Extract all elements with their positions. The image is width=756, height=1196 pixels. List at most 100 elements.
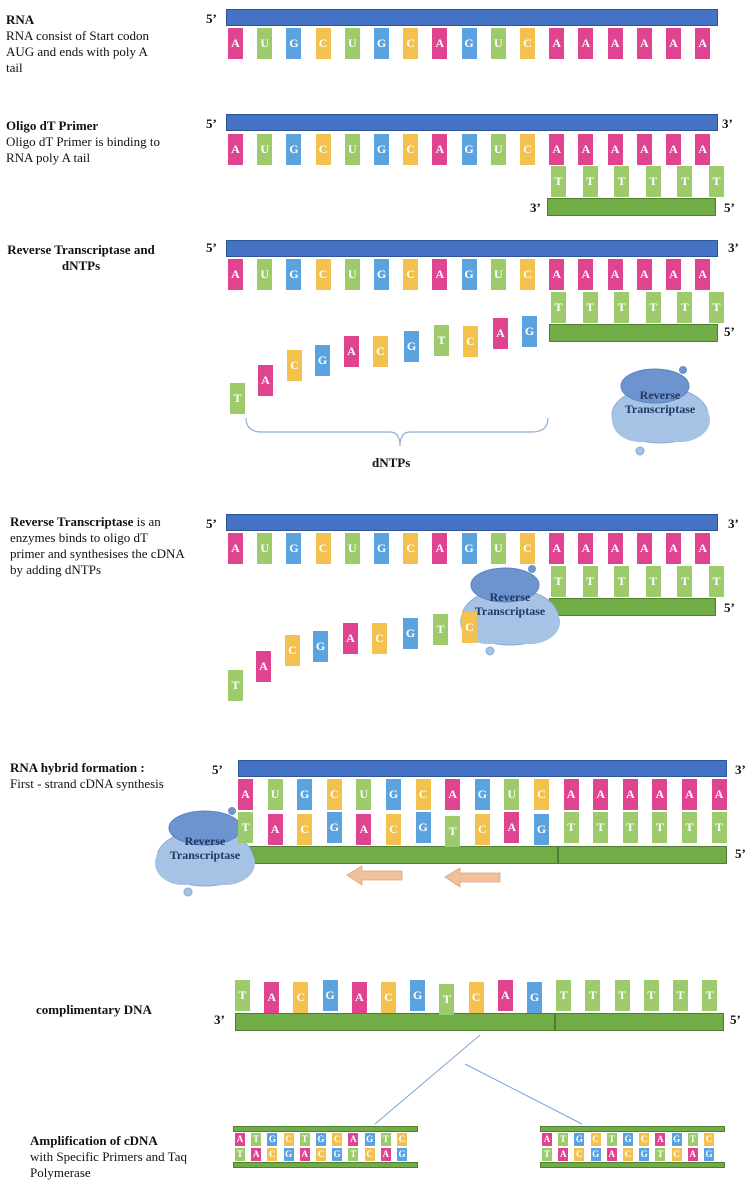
nucleotide-A: A: [235, 1133, 245, 1146]
nucleotide-T: T: [673, 980, 688, 1011]
nucleotide-T: T: [645, 292, 661, 323]
nucleotide-T: T: [709, 566, 724, 597]
nucleotide-A: A: [549, 134, 565, 165]
nucleotide-A: A: [264, 982, 280, 1013]
nucleotide-G: G: [397, 1148, 407, 1161]
nucleotide-C: C: [386, 814, 401, 845]
section-desc-amp: with Specific Primers and Taq Polymerase: [30, 1149, 187, 1180]
nucleotide-A: A: [258, 365, 273, 396]
nucleotide-T: T: [235, 1148, 245, 1161]
reverse-transcriptase-cloud: [611, 366, 710, 456]
nucleotide-A: A: [256, 651, 271, 682]
nucleotide-T: T: [677, 566, 693, 597]
nucleotide-A: A: [563, 779, 579, 810]
nucleotide-A: A: [636, 259, 652, 290]
nucleotide-A: A: [251, 1148, 262, 1161]
nucleotide-G: G: [315, 345, 330, 376]
end-label-5-rt-primer: 5’: [724, 324, 735, 339]
nucleotide-A: A: [228, 134, 243, 165]
nucleotide-A: A: [666, 28, 681, 59]
nucleotide-T: T: [582, 566, 598, 597]
amp-strand-bottom: [233, 1162, 418, 1168]
nucleotide-C: C: [332, 1133, 343, 1146]
nucleotide-T: T: [299, 1133, 310, 1146]
end-label-3-cdna: 3’: [214, 1012, 225, 1027]
nucleotide-T: T: [643, 980, 659, 1011]
nucleotide-C: C: [415, 779, 431, 810]
nucleotide-G: G: [522, 316, 537, 347]
nucleotide-U: U: [344, 533, 360, 564]
nucleotide-A: A: [578, 533, 594, 564]
enzyme-label: Reverse Transcriptase: [169, 834, 241, 862]
nucleotide-A: A: [636, 533, 652, 564]
nucleotide-G: G: [332, 1148, 343, 1161]
nucleotide-T: T: [655, 1148, 666, 1161]
nucleotide-C: C: [315, 533, 331, 564]
nucleotide-T: T: [652, 812, 668, 843]
nucleotide-C: C: [364, 1148, 375, 1161]
rna-strand: [226, 9, 718, 26]
end-label-5-oligo-rna: 5’: [206, 116, 217, 131]
nucleotide-U: U: [344, 259, 360, 290]
nucleotide-T: T: [709, 292, 724, 323]
end-label-5-rt-rna: 5’: [206, 240, 217, 255]
section-desc-rt2: is an enzymes binds to oligo dT primer a…: [10, 514, 185, 577]
dntps-brace: [245, 417, 549, 447]
end-label-5-rt2-rna: 5’: [206, 516, 217, 531]
nucleotide-G: G: [297, 779, 313, 810]
nucleotide-A: A: [655, 1133, 666, 1146]
nucleotide-A: A: [343, 623, 358, 654]
nucleotide-A: A: [558, 1148, 569, 1161]
nucleotide-G: G: [474, 779, 490, 810]
connector-line: [464, 1063, 583, 1125]
nucleotide-C: C: [590, 1133, 601, 1146]
nucleotide-A: A: [622, 779, 638, 810]
nucleotide-U: U: [490, 134, 506, 165]
nucleotide-A: A: [711, 779, 727, 810]
nucleotide-A: A: [380, 1148, 391, 1161]
nucleotide-G: G: [386, 779, 401, 810]
nucleotide-T: T: [711, 812, 727, 843]
nucleotide-C: C: [639, 1133, 650, 1146]
nucleotide-T: T: [702, 980, 718, 1011]
nucleotide-C: C: [315, 28, 331, 59]
primer-strand: [549, 324, 718, 342]
reverse-transcriptase-cloud: [460, 565, 560, 656]
nucleotide-C: C: [372, 623, 387, 654]
nucleotide-A: A: [228, 533, 243, 564]
nucleotide-T: T: [614, 980, 630, 1011]
nucleotide-A: A: [578, 28, 594, 59]
nucleotide-T: T: [558, 1133, 569, 1146]
amp-strand-bottom: [540, 1162, 725, 1168]
nucleotide-C: C: [315, 259, 331, 290]
enzyme-label: Reverse Transcriptase: [474, 590, 546, 618]
end-label-3-rt2-rna: 3’: [728, 516, 739, 531]
nucleotide-T: T: [551, 566, 566, 597]
nucleotide-U: U: [344, 28, 360, 59]
nucleotide-C: C: [283, 1133, 294, 1146]
nucleotide-U: U: [257, 134, 273, 165]
direction-arrow: [346, 865, 403, 886]
nucleotide-C: C: [403, 259, 419, 290]
nucleotide-T: T: [645, 166, 661, 197]
nucleotide-T: T: [614, 566, 630, 597]
nucleotide-A: A: [549, 28, 565, 59]
nucleotide-A: A: [666, 533, 681, 564]
nucleotide-G: G: [704, 1148, 714, 1161]
nucleotide-T: T: [582, 292, 598, 323]
nucleotide-T: T: [606, 1133, 617, 1146]
nucleotide-G: G: [374, 28, 389, 59]
nucleotide-A: A: [228, 259, 243, 290]
nucleotide-G: G: [374, 533, 389, 564]
nucleotide-A: A: [606, 1148, 617, 1161]
nucleotide-G: G: [316, 1133, 326, 1146]
end-label-5-oligo-primer: 5’: [724, 200, 735, 215]
nucleotide-C: C: [462, 612, 477, 643]
nucleotide-U: U: [267, 779, 283, 810]
nucleotide-T: T: [556, 980, 572, 1011]
primer-strand: [555, 1013, 724, 1031]
nucleotide-G: G: [403, 618, 418, 649]
nucleotide-U: U: [504, 779, 520, 810]
section-title-amp: Amplification of cDNA: [30, 1133, 158, 1148]
nucleotide-G: G: [461, 533, 477, 564]
